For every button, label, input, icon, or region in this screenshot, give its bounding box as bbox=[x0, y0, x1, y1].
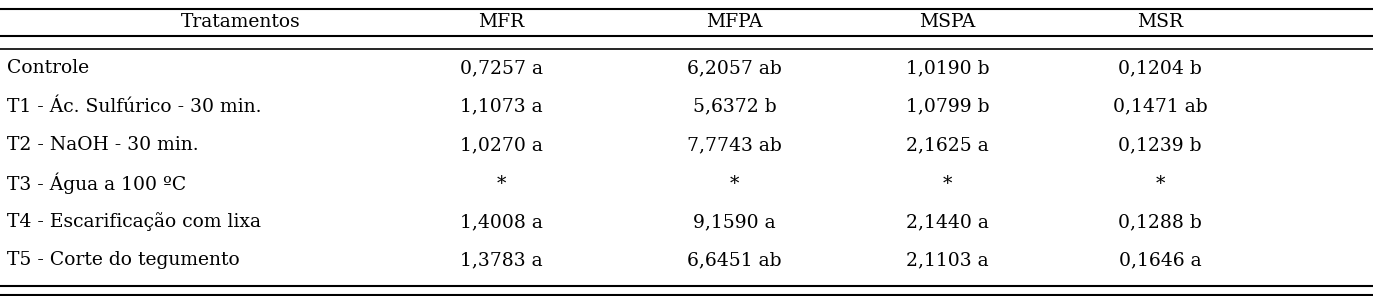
Text: 5,6372 b: 5,6372 b bbox=[693, 98, 776, 115]
Text: T1 - Ác. Sulfúrico - 30 min.: T1 - Ác. Sulfúrico - 30 min. bbox=[7, 98, 261, 115]
Text: 0,1204 b: 0,1204 b bbox=[1118, 59, 1203, 77]
Text: 6,2057 ab: 6,2057 ab bbox=[686, 59, 783, 77]
Text: 1,3783 a: 1,3783 a bbox=[460, 252, 542, 269]
Text: 1,4008 a: 1,4008 a bbox=[460, 213, 542, 231]
Text: 6,6451 ab: 6,6451 ab bbox=[688, 252, 781, 269]
Text: *: * bbox=[730, 175, 739, 192]
Text: 0,1239 b: 0,1239 b bbox=[1119, 136, 1201, 154]
Text: 2,1625 a: 2,1625 a bbox=[906, 136, 989, 154]
Text: 2,1440 a: 2,1440 a bbox=[906, 213, 989, 231]
Text: 0,1288 b: 0,1288 b bbox=[1118, 213, 1203, 231]
Text: 1,0799 b: 1,0799 b bbox=[906, 98, 989, 115]
Text: T5 - Corte do tegumento: T5 - Corte do tegumento bbox=[7, 252, 240, 269]
Text: 1,0270 a: 1,0270 a bbox=[460, 136, 542, 154]
Text: Controle: Controle bbox=[7, 59, 89, 77]
Text: MFR: MFR bbox=[478, 13, 524, 31]
Text: 0,1471 ab: 0,1471 ab bbox=[1112, 98, 1208, 115]
Text: T2 - NaOH - 30 min.: T2 - NaOH - 30 min. bbox=[7, 136, 199, 154]
Text: 7,7743 ab: 7,7743 ab bbox=[686, 136, 783, 154]
Text: MSPA: MSPA bbox=[920, 13, 975, 31]
Text: 9,1590 a: 9,1590 a bbox=[693, 213, 776, 231]
Text: 1,0190 b: 1,0190 b bbox=[906, 59, 989, 77]
Text: *: * bbox=[943, 175, 951, 192]
Text: Tratamentos: Tratamentos bbox=[180, 13, 301, 31]
Text: MFPA: MFPA bbox=[706, 13, 763, 31]
Text: T3 - Água a 100 ºC: T3 - Água a 100 ºC bbox=[7, 173, 187, 194]
Text: *: * bbox=[497, 175, 505, 192]
Text: *: * bbox=[1156, 175, 1164, 192]
Text: MSR: MSR bbox=[1137, 13, 1184, 31]
Text: 0,1646 a: 0,1646 a bbox=[1119, 252, 1201, 269]
Text: T4 - Escarificação com lixa: T4 - Escarificação com lixa bbox=[7, 213, 261, 231]
Text: 1,1073 a: 1,1073 a bbox=[460, 98, 542, 115]
Text: 0,7257 a: 0,7257 a bbox=[460, 59, 542, 77]
Text: 2,1103 a: 2,1103 a bbox=[906, 252, 989, 269]
